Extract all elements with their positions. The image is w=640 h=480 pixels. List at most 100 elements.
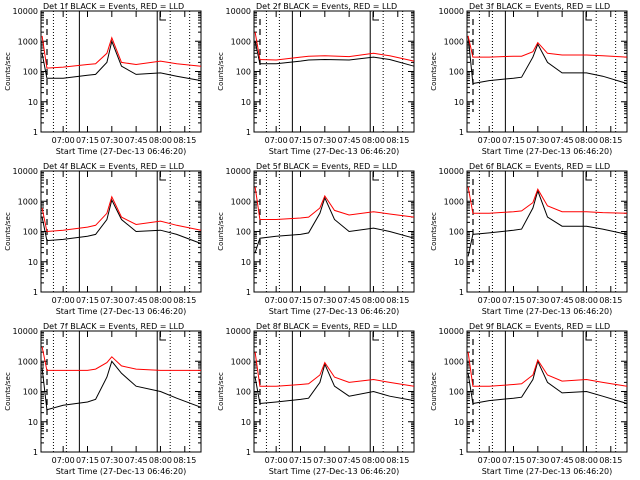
corner-bracket-mark xyxy=(372,12,379,21)
x-tick-label: 07:15 xyxy=(289,296,312,305)
x-axis-label: Start Time (27-Dec-13 06:46:20) xyxy=(56,147,187,156)
y-axis-label: Counts/sec xyxy=(217,212,225,251)
x-tick-label: 07:45 xyxy=(338,296,361,305)
y-axis-label: Counts/sec xyxy=(4,372,12,411)
y-tick-label: 1000 xyxy=(444,357,464,366)
y-tick-label: 1000 xyxy=(231,197,251,206)
corner-bracket-mark xyxy=(585,172,592,181)
y-axis-label: Counts/sec xyxy=(430,52,438,91)
x-tick-label: 08:15 xyxy=(599,456,622,465)
x-tick-label: 07:30 xyxy=(100,296,123,305)
plot-frame xyxy=(466,330,628,453)
plot-frame xyxy=(466,10,628,133)
x-tick-label: 08:00 xyxy=(149,136,172,145)
x-tick-label: 07:30 xyxy=(526,136,549,145)
events-series-line xyxy=(467,189,628,257)
y-tick-label: 1000 xyxy=(231,37,251,46)
x-tick-label: 07:45 xyxy=(125,136,148,145)
y-tick-label: 100 xyxy=(23,68,38,77)
y-tick-label: 1 xyxy=(246,448,251,457)
x-tick-label: 07:30 xyxy=(313,136,336,145)
x-tick-label: 07:30 xyxy=(100,456,123,465)
x-tick-label: 08:00 xyxy=(362,296,385,305)
y-tick-label: 1000 xyxy=(231,357,251,366)
panel-title: Det 6f BLACK = Events, RED = LLD xyxy=(469,162,610,171)
y-tick-label: 1000 xyxy=(444,197,464,206)
y-tick-label: 100 xyxy=(236,68,251,77)
plot-frame xyxy=(466,170,628,293)
x-tick-label: 08:15 xyxy=(173,456,196,465)
y-tick-label: 10 xyxy=(28,258,38,267)
y-tick-label: 1000 xyxy=(18,37,38,46)
y-tick-label: 1 xyxy=(459,288,464,297)
lld-series-line xyxy=(467,352,628,387)
y-tick-label: 1000 xyxy=(18,357,38,366)
events-series-line xyxy=(254,41,415,67)
y-tick-label: 1 xyxy=(33,128,38,137)
y-tick-label: 100 xyxy=(449,228,464,237)
lld-series-line xyxy=(467,35,628,58)
y-tick-label: 10000 xyxy=(226,7,251,16)
x-axis-label: Start Time (27-Dec-13 06:46:20) xyxy=(482,147,613,156)
y-tick-label: 10 xyxy=(28,418,38,427)
y-tick-label: 100 xyxy=(23,388,38,397)
x-tick-label: 08:00 xyxy=(149,296,172,305)
x-tick-label: 07:15 xyxy=(502,296,525,305)
x-tick-label: 08:00 xyxy=(575,296,598,305)
lld-series-line xyxy=(467,186,628,214)
lld-series-line xyxy=(254,186,415,220)
corner-bracket-mark xyxy=(372,332,379,341)
x-tick-label: 07:45 xyxy=(551,136,574,145)
panel-title: Det 5f BLACK = Events, RED = LLD xyxy=(256,162,397,171)
y-tick-label: 10000 xyxy=(439,327,464,336)
y-tick-label: 1 xyxy=(246,288,251,297)
x-axis-label: Start Time (27-Dec-13 06:46:20) xyxy=(482,467,613,476)
lld-series-line xyxy=(41,346,201,371)
x-tick-label: 07:15 xyxy=(76,136,99,145)
y-tick-label: 10 xyxy=(454,98,464,107)
y-tick-label: 1 xyxy=(459,128,464,137)
x-tick-label: 07:00 xyxy=(52,136,75,145)
y-tick-label: 10000 xyxy=(226,167,251,176)
y-tick-label: 1 xyxy=(246,128,251,137)
y-tick-label: 1000 xyxy=(18,197,38,206)
x-tick-label: 08:15 xyxy=(599,136,622,145)
events-series-line xyxy=(41,198,202,244)
lld-series-line xyxy=(41,195,202,233)
x-axis-label: Start Time (27-Dec-13 06:46:20) xyxy=(269,467,400,476)
x-tick-label: 07:15 xyxy=(502,456,525,465)
x-tick-label: 07:15 xyxy=(76,456,99,465)
events-series-line xyxy=(41,39,202,82)
lld-series-line xyxy=(254,32,415,62)
x-tick-label: 07:15 xyxy=(289,456,312,465)
x-axis-label: Start Time (27-Dec-13 06:46:20) xyxy=(269,307,400,316)
x-tick-label: 07:45 xyxy=(551,296,574,305)
plot-frame xyxy=(40,330,202,453)
y-tick-label: 1000 xyxy=(444,37,464,46)
events-series-line xyxy=(467,35,628,85)
y-axis-label: Counts/sec xyxy=(217,372,225,411)
x-tick-label: 07:00 xyxy=(52,456,75,465)
y-tick-label: 100 xyxy=(449,388,464,397)
x-tick-label: 07:00 xyxy=(52,296,75,305)
plot-frame xyxy=(40,10,202,133)
y-tick-label: 10000 xyxy=(439,167,464,176)
x-tick-label: 08:00 xyxy=(575,456,598,465)
x-tick-label: 08:00 xyxy=(362,456,385,465)
x-tick-label: 07:00 xyxy=(265,136,288,145)
y-tick-label: 1 xyxy=(33,288,38,297)
y-tick-label: 10000 xyxy=(439,7,464,16)
x-tick-label: 08:15 xyxy=(173,136,196,145)
x-tick-label: 07:00 xyxy=(265,456,288,465)
x-tick-label: 07:00 xyxy=(478,296,501,305)
x-tick-label: 07:15 xyxy=(76,296,99,305)
events-series-line xyxy=(254,196,415,253)
plot-frame xyxy=(253,10,415,133)
panel-title: Det 2f BLACK = Events, RED = LLD xyxy=(256,2,397,11)
y-tick-label: 10000 xyxy=(13,7,38,16)
x-tick-label: 07:30 xyxy=(100,136,123,145)
y-tick-label: 10 xyxy=(241,418,251,427)
y-tick-label: 1 xyxy=(459,448,464,457)
x-axis-label: Start Time (27-Dec-13 06:46:20) xyxy=(56,307,187,316)
